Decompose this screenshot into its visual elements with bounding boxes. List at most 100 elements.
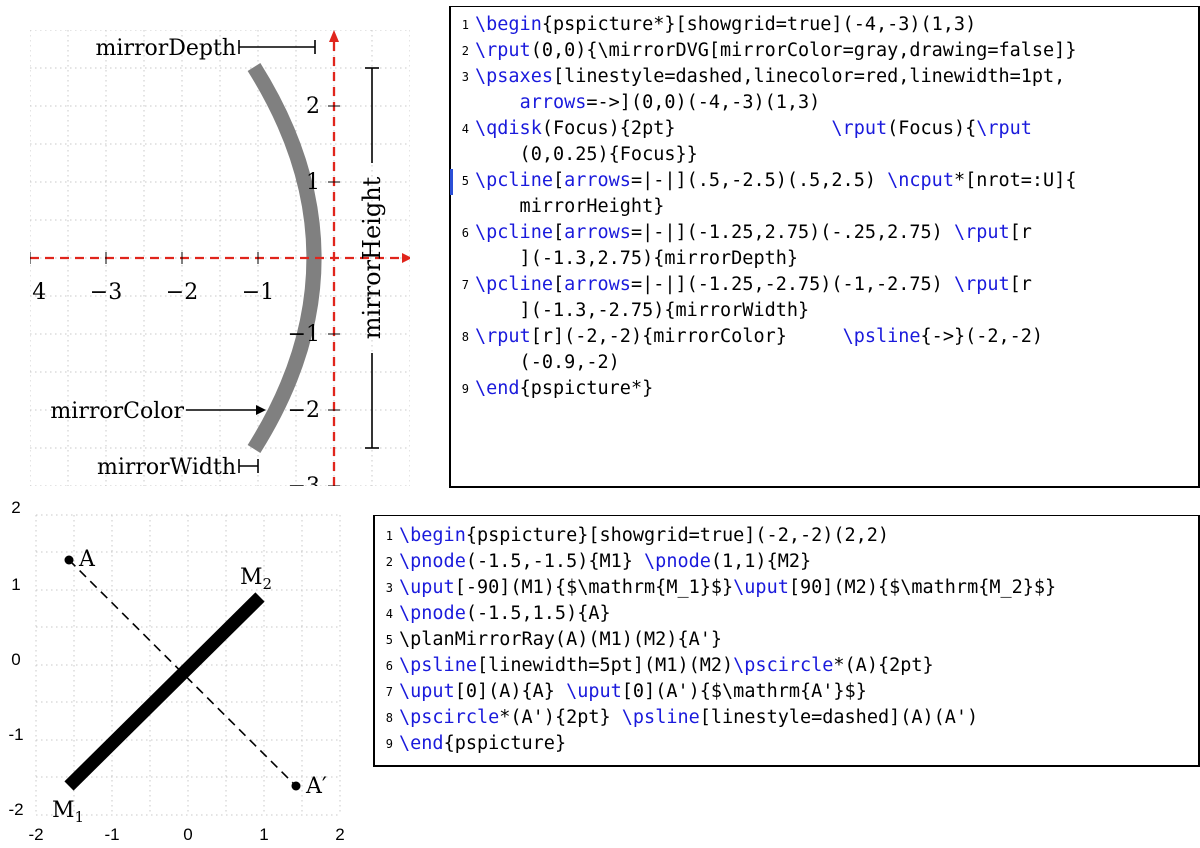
label-M2: M2 — [240, 565, 272, 593]
x-tick-label: 0 — [183, 825, 192, 844]
y-tick-label: −3 — [288, 474, 320, 490]
code-keyword: \uput — [399, 577, 455, 598]
plane-mirror-figure: -2 -1 0 1 2 2 1 0 -1 -2 A A′ M2 M1 — [8, 498, 344, 844]
code-line: 5 \planMirrorRay(A)(M1)(M2){A'} — [375, 627, 1198, 653]
code-line: 1 \begin{pspicture}[showgrid=true](-2,-2)… — [375, 523, 1198, 549]
code-token: *[nrot=:U]{ — [953, 170, 1077, 191]
code-line: ](-1.3,2.75){mirrorDepth} — [451, 246, 1198, 272]
line-number: 5 — [385, 633, 393, 647]
code-token: {->}(-2,-2) — [920, 326, 1044, 347]
x-tick-label: -1 — [104, 825, 119, 844]
code-token: =|-|](-1.25,2.75)(-.25,2.75) — [630, 222, 954, 243]
code-text: (-0.9,-2) — [475, 350, 620, 376]
code-line: 3 \psaxes[linestyle=dashed,linecolor=red,… — [451, 64, 1198, 90]
change-bar — [450, 169, 453, 195]
code-token: [r — [1009, 222, 1032, 243]
code-token: [r](-2,-2){mirrorColor} — [530, 326, 843, 347]
code-token: (-1.5,-1.5){M1} — [465, 551, 645, 572]
code-token: [0](A'){$\mathrm{A'}$} — [621, 681, 867, 702]
line-number: 4 — [385, 607, 393, 621]
mirror-depth-marker — [238, 40, 316, 54]
reflection-ray — [68, 559, 297, 787]
code-keyword: \psline — [399, 655, 477, 676]
code-token: [90](M2){$\mathrm{M_2}$} — [788, 577, 1057, 598]
code-token: (-1.5,1.5){A} — [465, 603, 611, 624]
code-line: 1 \begin{pspicture*}[showgrid=true](-4,-3… — [451, 12, 1198, 38]
mirror-color-label: mirrorColor — [50, 399, 184, 424]
code-text: \pscircle*(A'){2pt} \psline[linestyle=da… — [399, 705, 978, 731]
code-keyword: \uput — [399, 681, 455, 702]
code-keyword: \pcline — [475, 222, 553, 243]
code-line: mirrorHeight} — [451, 194, 1198, 220]
code-token: ](-1.3,-2.75){mirrorWidth} — [475, 300, 810, 321]
code-token: {pspicture*} — [519, 378, 654, 399]
label-M2-main: M — [240, 565, 263, 590]
code-text: \pcline[arrows=|-|](-1.25,-2.75)(-1,-2.7… — [475, 272, 1032, 298]
label-M2-sub: 2 — [263, 575, 273, 593]
code-token: {pspicture*}[showgrid=true](-4,-3)(1,3) — [541, 14, 977, 35]
line-number: 8 — [461, 330, 469, 344]
y-tick-label: -1 — [8, 725, 23, 744]
code-token: =|-|](-1.25,-2.75)(-1,-2.75) — [630, 274, 954, 295]
label-M1-main: M — [52, 798, 75, 823]
code-line: 8 \rput[r](-2,-2){mirrorColor} \psline{->… — [451, 324, 1198, 350]
line-number: 1 — [461, 18, 469, 32]
code-line: ](-1.3,-2.75){mirrorWidth} — [451, 298, 1198, 324]
code-keyword: \pcline — [475, 170, 553, 191]
y-axis — [328, 30, 340, 486]
mirror-width-marker — [238, 459, 259, 473]
line-number: 5 — [461, 174, 469, 188]
code-token — [475, 92, 520, 113]
code-keyword: \qdisk — [475, 118, 542, 139]
mirror-arc — [247, 63, 322, 453]
x-tick-label: −1 — [242, 280, 274, 305]
x-tick-label: −3 — [90, 280, 122, 305]
line-number: 4 — [461, 122, 469, 136]
label-A: A — [78, 547, 96, 572]
code-token: mirrorHeight} — [475, 196, 665, 217]
y-tick-label: 1 — [11, 575, 20, 594]
code-token: [ — [552, 274, 565, 295]
code-token: [ — [552, 170, 565, 191]
code-text: \psaxes[linestyle=dashed,linecolor=red,l… — [475, 64, 1065, 90]
line-number: 7 — [461, 278, 469, 292]
code-text: \end{pspicture*} — [475, 376, 653, 402]
line-number: 1 — [385, 529, 393, 543]
code-keyword: \pnode — [399, 551, 466, 572]
x-tick-label: −4 — [14, 280, 46, 305]
code-token: (Focus){2pt} — [541, 118, 832, 139]
code-keyword: \pcline — [475, 274, 553, 295]
code-line: 9 \end{pspicture} — [375, 731, 1198, 757]
code-text: arrows=->](0,0)(-4,-3)(1,3) — [475, 90, 821, 116]
code-token: {pspicture} — [443, 733, 567, 754]
code-keyword: \rput — [831, 118, 888, 139]
code-keyword: \end — [475, 378, 520, 399]
mirror-height-marker — [365, 67, 379, 449]
line-number: 8 — [385, 711, 393, 725]
code-line: 7 \uput[0](A){A} \uput[0](A'){$\mathrm{A'… — [375, 679, 1198, 705]
code-token: *(A'){2pt} — [499, 707, 622, 728]
point-A-prime — [291, 781, 301, 791]
code-keyword: \pscircle — [733, 655, 834, 676]
code-keyword: arrows — [564, 274, 631, 295]
code-token: [linewidth=5pt](M1)(M2) — [476, 655, 734, 676]
code-keyword: \ncput — [887, 170, 954, 191]
code-line: 9 \end{pspicture*} — [451, 376, 1198, 402]
code-token: (0,0.25){Focus}} — [475, 144, 698, 165]
code-line: arrows=->](0,0)(-4,-3)(1,3) — [451, 90, 1198, 116]
code-token: (-0.9,-2) — [475, 352, 620, 373]
code-line: 4 \qdisk(Focus){2pt} \rput(Focus){\rput — [451, 116, 1198, 142]
code-keyword: \begin — [475, 14, 542, 35]
code-token: ](-1.3,2.75){mirrorDepth} — [475, 248, 799, 269]
code-text: \rput(0,0){\mirrorDVG[mirrorColor=gray,d… — [475, 38, 1076, 64]
y-tick-label: −2 — [288, 398, 320, 423]
code-text: \pcline[arrows=|-|](.5,-2.5)(.5,2.5) \nc… — [475, 168, 1076, 194]
line-number: 2 — [385, 555, 393, 569]
code-line: 6 \psline[linewidth=5pt](M1)(M2)\pscircle… — [375, 653, 1198, 679]
code-token: *(A){2pt} — [833, 655, 934, 676]
code-listing-2: 1 \begin{pspicture}[showgrid=true](-2,-2)… — [373, 515, 1200, 767]
code-keyword: \rput — [475, 326, 531, 347]
mirror-figure: −4 −3 −2 −1 2 1 −1 −2 −3 mirrorDepth mir… — [14, 30, 410, 490]
mirror-width-label: mirrorWidth — [97, 455, 236, 480]
line-number: 6 — [385, 659, 393, 673]
